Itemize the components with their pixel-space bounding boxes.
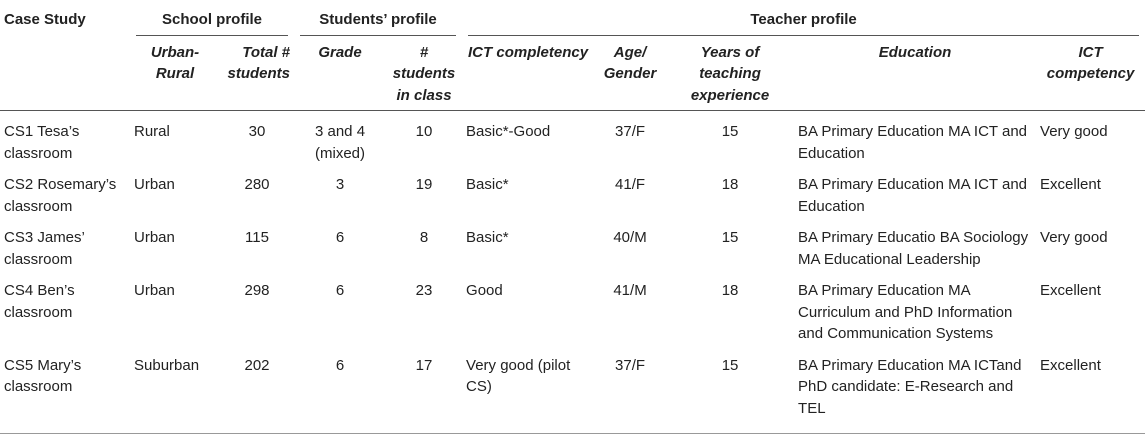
education-cell: BA Primary Education MA Curriculum and P… (798, 282, 1013, 342)
age-gender-cell: 37/F (615, 123, 646, 140)
urban-rural-cell: Urban (134, 282, 175, 299)
urban-rural-header: Urban-Rural (150, 43, 200, 83)
student-ict-cell: Good (466, 282, 503, 299)
student-ict-cell: Basic*-Good (466, 123, 551, 140)
age-gender-cell: 41/F (615, 176, 646, 193)
students-profile-header: Students’ profile (294, 0, 462, 40)
urban-rural-cell: Rural (134, 123, 170, 140)
students-in-class-cell: 17 (386, 344, 463, 434)
students-in-class-cell: 23 (415, 282, 433, 299)
student-ict-header: ICT completency (468, 43, 589, 61)
urban-rural-cell: Urban (134, 229, 175, 246)
age-gender-cell: 41/M (613, 282, 647, 299)
teacher-ict-cell: Excellent (1036, 344, 1145, 434)
teacher-ict-cell: Very good (1040, 229, 1108, 246)
total-students-cell: 202 (220, 344, 295, 434)
years-cell: 15 (666, 344, 795, 434)
table-row: CS1 Tesa’s classroom Rural 30 3 and 4 (m… (0, 111, 1145, 165)
case-study-header: Case Study (4, 11, 86, 28)
education-cell: BA Primary Education MA ICT and Educatio… (798, 176, 1028, 215)
education-cell: BA Primary Education MA ICTand PhD candi… (794, 344, 1037, 434)
students-in-class-cell: 8 (419, 229, 429, 246)
case-cell: CS1 Tesa’s classroom (4, 123, 80, 162)
years-cell: 18 (721, 176, 739, 193)
age-gender-header: Age/ Gender (603, 43, 657, 83)
teacher-ict-cell: Excellent (1040, 176, 1101, 193)
student-ict-cell: Very good (pilot CS) (462, 344, 595, 434)
years-cell: 15 (721, 123, 739, 140)
grade-cell: 3 (335, 176, 345, 193)
total-students-header: Total # students (227, 43, 291, 83)
total-students-cell: 30 (248, 123, 266, 140)
grade-cell: 3 and 4 (mixed) (314, 123, 366, 162)
group-header-row: Case Study School profile Students’ prof… (0, 0, 1145, 40)
column-header-row: Urban-Rural Total # students Grade # stu… (0, 40, 1145, 111)
urban-rural-cell: Suburban (130, 344, 220, 434)
case-cell: CS4 Ben’s classroom (4, 282, 75, 321)
years-experience-header: Years of teaching experience (690, 43, 770, 104)
age-gender-cell: 37/F (594, 344, 667, 434)
total-students-cell: 115 (245, 229, 269, 246)
urban-rural-cell: Urban (134, 176, 175, 193)
teacher-profile-header: Teacher profile (462, 0, 1145, 40)
teacher-ict-cell: Excellent (1040, 282, 1101, 299)
students-in-class-header: # students in class (392, 43, 456, 104)
student-ict-cell: Basic* (466, 176, 509, 193)
years-cell: 15 (721, 229, 739, 246)
case-cell: CS5 Mary’s classroom (0, 344, 130, 434)
school-profile-header: School profile (130, 0, 294, 40)
students-in-class-cell: 19 (415, 176, 433, 193)
case-cell: CS3 James’ classroom (4, 229, 85, 268)
grade-header: Grade (318, 43, 362, 61)
years-cell: 18 (721, 282, 739, 299)
student-ict-cell: Basic* (466, 229, 509, 246)
case-cell: CS2 Rosemary’s classroom (4, 176, 117, 215)
students-in-class-cell: 10 (415, 123, 433, 140)
total-students-cell: 280 (244, 176, 270, 193)
total-students-cell: 298 (244, 282, 270, 299)
teacher-ict-header: ICT competency (1046, 43, 1135, 83)
education-header: Education (878, 43, 952, 61)
education-cell: BA Primary Educatio BA Sociology MA Educ… (798, 229, 1029, 268)
table-row: CS2 Rosemary’s classroom Urban 280 3 19 … (0, 164, 1145, 217)
education-cell: BA Primary Education MA ICT and Educatio… (798, 123, 1028, 162)
grade-cell: 6 (335, 282, 345, 299)
age-gender-cell: 40/M (613, 229, 647, 246)
teacher-ict-cell: Very good (1040, 123, 1108, 140)
table-row: CS5 Mary’s classroom Suburban 202 6 17 V… (0, 344, 1145, 434)
table-row: CS4 Ben’s classroom Urban 298 6 23 Good … (0, 270, 1145, 345)
grade-cell: 6 (294, 344, 387, 434)
grade-cell: 6 (335, 229, 345, 246)
table-row: CS3 James’ classroom Urban 115 6 8 Basic… (0, 217, 1145, 270)
